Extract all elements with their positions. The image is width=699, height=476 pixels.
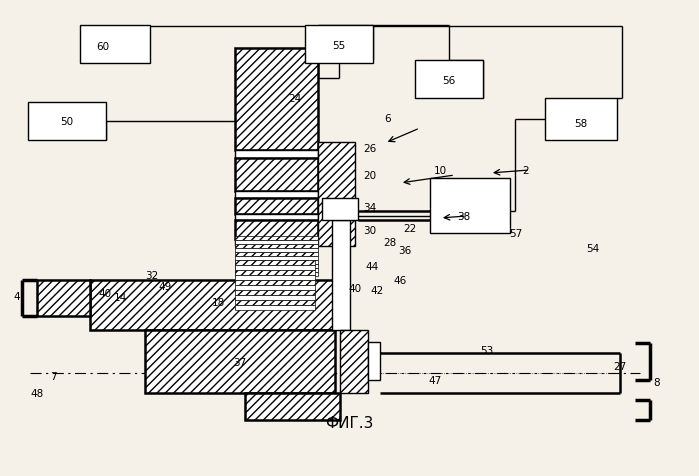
Bar [28, 103, 106, 141]
Bar [235, 260, 315, 266]
Bar [90, 280, 335, 330]
Text: 24: 24 [289, 94, 302, 104]
Text: 28: 28 [383, 238, 396, 248]
Bar [235, 285, 315, 290]
Text: 27: 27 [614, 361, 626, 371]
Bar [235, 237, 318, 240]
Text: 60: 60 [96, 42, 110, 52]
Bar [235, 276, 315, 280]
Text: 44: 44 [366, 261, 379, 271]
Text: 36: 36 [398, 246, 412, 256]
Text: ФИГ.3: ФИГ.3 [325, 415, 374, 430]
Text: 8: 8 [654, 377, 661, 387]
Bar [235, 268, 318, 272]
Bar [235, 191, 318, 198]
Text: 46: 46 [394, 276, 407, 285]
Text: 34: 34 [363, 202, 377, 212]
Bar [235, 266, 315, 270]
Bar [245, 393, 340, 420]
Text: 26: 26 [363, 144, 377, 154]
Bar [37, 280, 90, 316]
Bar [80, 26, 150, 64]
Text: 30: 30 [363, 226, 377, 236]
Text: 32: 32 [145, 270, 159, 280]
Text: 40: 40 [99, 288, 112, 298]
Bar [235, 239, 318, 247]
Bar [145, 330, 335, 393]
Text: 55: 55 [333, 41, 345, 51]
Text: 10: 10 [433, 166, 447, 176]
Bar [235, 300, 315, 305]
Text: 42: 42 [370, 285, 384, 295]
Bar [235, 215, 318, 220]
Bar [235, 257, 318, 260]
Bar [235, 264, 318, 268]
Text: 14: 14 [113, 292, 127, 302]
Text: 50: 50 [60, 117, 73, 127]
Bar [340, 330, 368, 393]
Bar [415, 61, 483, 99]
Text: 40: 40 [348, 283, 361, 293]
Text: 57: 57 [510, 228, 523, 238]
Text: 7: 7 [50, 371, 57, 381]
Bar [235, 220, 318, 239]
Text: 49: 49 [159, 281, 172, 291]
Text: 22: 22 [403, 224, 417, 233]
Text: 6: 6 [384, 114, 391, 124]
Bar [235, 280, 315, 285]
Text: 54: 54 [586, 243, 600, 253]
Bar [235, 159, 318, 191]
Bar [235, 260, 318, 264]
Bar [430, 178, 510, 233]
Text: 48: 48 [30, 388, 43, 398]
Bar [318, 143, 355, 247]
Text: 37: 37 [233, 357, 247, 367]
Text: 4: 4 [14, 291, 20, 301]
Bar [235, 198, 318, 215]
Text: 58: 58 [575, 119, 588, 129]
Bar [235, 270, 315, 276]
Bar [235, 305, 315, 310]
Bar [235, 240, 318, 245]
Text: 47: 47 [428, 375, 442, 385]
Bar [235, 245, 318, 248]
Bar [235, 295, 315, 300]
Bar [235, 248, 318, 252]
Bar [235, 290, 315, 295]
Text: 20: 20 [363, 170, 377, 180]
Bar [235, 49, 318, 150]
Bar [305, 26, 373, 64]
Bar [235, 252, 318, 257]
Text: 53: 53 [480, 345, 493, 355]
Bar [545, 99, 617, 141]
Bar [235, 272, 318, 277]
Text: 18: 18 [211, 298, 224, 307]
Text: 56: 56 [442, 76, 456, 86]
Bar [368, 342, 380, 380]
Bar [332, 220, 350, 330]
Bar [322, 198, 358, 220]
Text: 2: 2 [523, 166, 529, 176]
Bar [235, 150, 318, 159]
Text: 38: 38 [457, 211, 470, 221]
